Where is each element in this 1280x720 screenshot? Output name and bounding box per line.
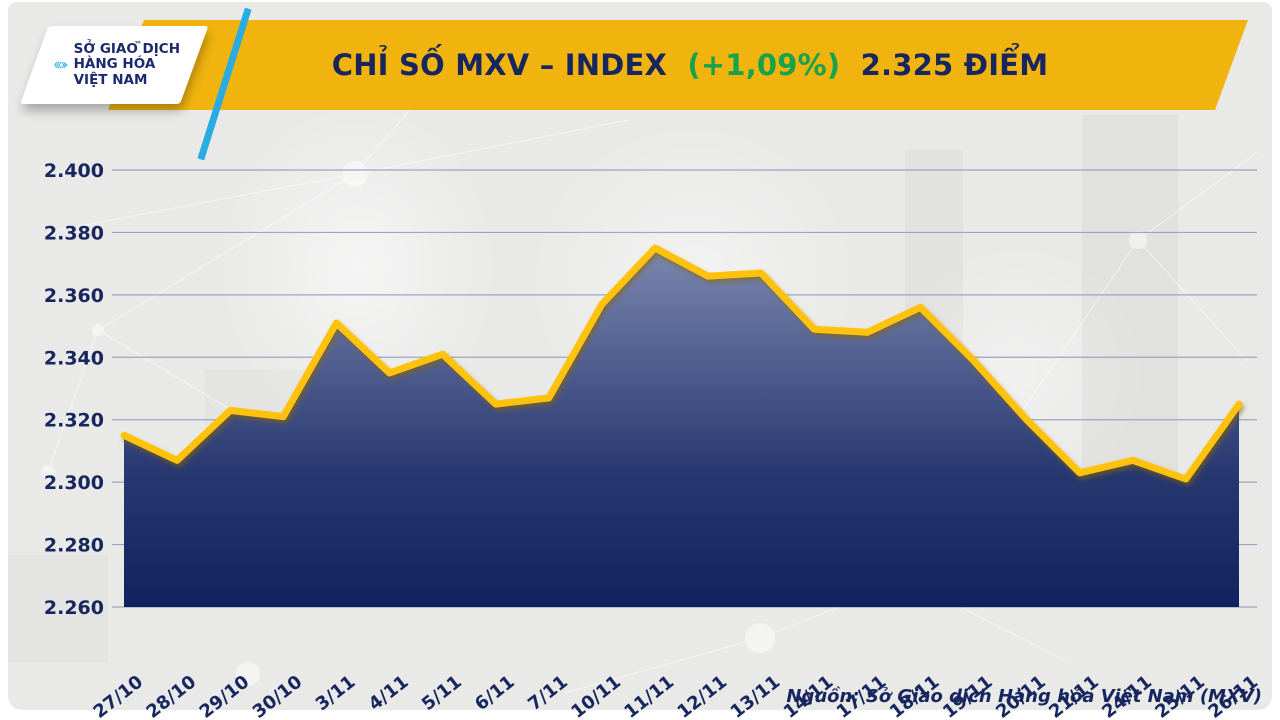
- org-name-line2: HÀNG HÓA: [73, 56, 156, 73]
- mxv-logo-card[interactable]: ™ SỞ GIAO DỊCH HÀNG HÓA VIỆT NAM: [20, 26, 180, 104]
- x-tick-label: 29/10: [196, 671, 254, 720]
- index-line[interactable]: [120, 244, 1243, 483]
- mxv-logo-content: ™ SỞ GIAO DỊCH HÀNG HÓA VIỆT NAM: [20, 26, 180, 104]
- x-tick-label: 11/11: [620, 671, 678, 720]
- x-tick-label: 13/11: [727, 671, 785, 720]
- x-tick-label: 6/11: [471, 671, 519, 715]
- y-tick-label: 2.300: [44, 472, 104, 494]
- y-tick-label: 2.260: [44, 597, 104, 619]
- x-tick-label: 7/11: [524, 671, 572, 715]
- x-tick-label: 30/10: [249, 671, 307, 720]
- y-tick-label: 2.280: [44, 535, 104, 557]
- y-tick-label: 2.340: [44, 347, 104, 369]
- y-axis-labels: 2.400 2.380 2.360 2.340 2.320 2.300 2.280 2.260: [44, 160, 104, 619]
- mxv-chevrons-icon: [54, 61, 68, 69]
- x-tick-label: 5/11: [418, 671, 466, 715]
- x-tick-label: 28/10: [143, 671, 201, 720]
- title-index-value: 2.325 ĐIỂM: [860, 48, 1049, 82]
- title-index-name: CHỈ SỐ MXV – INDEX: [331, 48, 668, 82]
- index-area-fill: [124, 248, 1239, 607]
- y-tick-label: 2.400: [44, 160, 104, 182]
- x-tick-label: 12/11: [674, 671, 732, 720]
- y-tick-label: 2.320: [44, 410, 104, 432]
- x-tick-label: 27/10: [89, 671, 147, 720]
- x-tick-label: 4/11: [365, 671, 413, 715]
- chart-title: CHỈ SỐ MXV – INDEX (+1,09%) 2.325 ĐIỂM: [332, 48, 1049, 82]
- org-name-line3: VIỆT NAM: [73, 71, 148, 88]
- x-tick-label: 10/11: [567, 671, 625, 720]
- title-banner: CHỈ SỐ MXV – INDEX (+1,09%) 2.325 ĐIỂM: [108, 20, 1248, 110]
- org-name-line1: SỞ GIAO DỊCH: [73, 40, 180, 57]
- org-name: SỞ GIAO DỊCH HÀNG HÓA VIỆT NAM: [73, 40, 180, 88]
- x-tick-label: 3/11: [312, 671, 360, 715]
- y-tick-label: 2.380: [44, 222, 104, 244]
- title-change-percent: (+1,09%): [687, 48, 841, 82]
- trademark-symbol: ™: [134, 40, 142, 49]
- y-tick-label: 2.360: [44, 285, 104, 307]
- source-credit: Nguồn: Sở Giao dịch Hàng hóa Việt Nam (M…: [786, 686, 1262, 707]
